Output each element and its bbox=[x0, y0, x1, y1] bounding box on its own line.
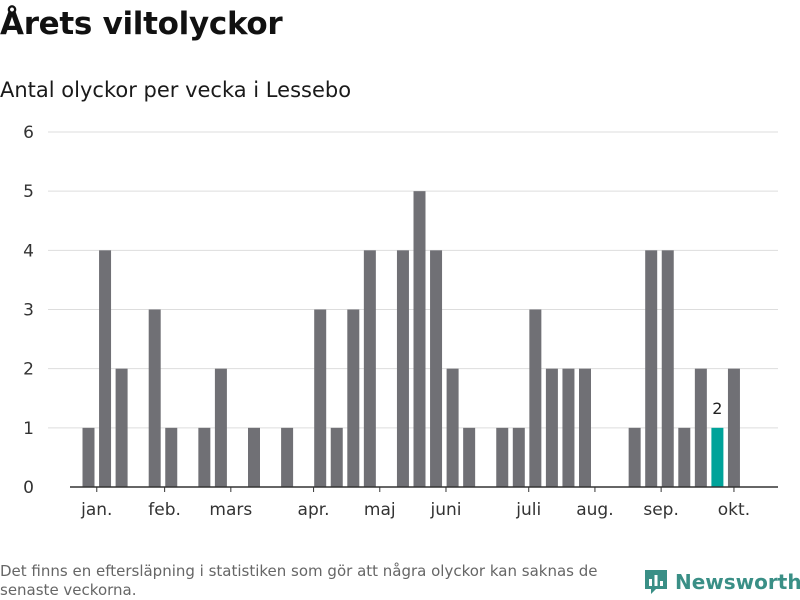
month-label: juli bbox=[515, 500, 541, 520]
bar-chart: 0 1 2 3 4 5 6 jan. feb. mars apr. maj juni juli aug. s… bbox=[23, 123, 778, 520]
bar bbox=[363, 250, 376, 487]
newsworthy-logo-icon bbox=[645, 570, 667, 594]
chart-subtitle: Antal olyckor per vecka i Lessebo bbox=[0, 78, 352, 102]
y-axis-tick-labels: 0 1 2 3 4 5 6 bbox=[23, 123, 34, 498]
bar bbox=[446, 368, 459, 487]
y-tick-label: 2 bbox=[23, 360, 34, 380]
bar bbox=[115, 368, 128, 487]
bar bbox=[330, 427, 343, 487]
month-label: mars bbox=[209, 500, 252, 520]
month-label: maj bbox=[364, 500, 396, 520]
bar bbox=[562, 368, 575, 487]
bar-highlight bbox=[711, 427, 724, 487]
y-tick-label: 6 bbox=[23, 123, 34, 143]
y-tick-label: 3 bbox=[23, 301, 34, 321]
bar bbox=[165, 427, 178, 487]
highlight-data-label: 2 bbox=[712, 399, 722, 418]
bar bbox=[661, 250, 674, 487]
data-labels: 2 bbox=[712, 399, 722, 418]
y-tick-label: 1 bbox=[23, 419, 34, 439]
bar bbox=[678, 427, 691, 487]
bar bbox=[413, 191, 426, 487]
bar bbox=[281, 427, 294, 487]
x-axis-month-labels: jan. feb. mars apr. maj juni juli aug. sep. okt. bbox=[80, 487, 750, 520]
brand-name: Newsworthy bbox=[675, 570, 800, 594]
month-label: okt. bbox=[718, 500, 750, 520]
bar bbox=[463, 427, 476, 487]
bar bbox=[579, 368, 591, 487]
month-label: apr. bbox=[298, 500, 330, 520]
y-tick-label: 5 bbox=[23, 182, 34, 202]
bar bbox=[314, 309, 327, 487]
bar bbox=[347, 309, 360, 487]
footnote: Det finns en eftersläpning i statistiken… bbox=[0, 562, 598, 599]
bar bbox=[148, 309, 161, 487]
newsworthy-brand: Newsworthy bbox=[643, 568, 800, 596]
bar bbox=[512, 427, 525, 487]
bar bbox=[198, 427, 211, 487]
bar bbox=[529, 309, 542, 487]
month-label: jan. bbox=[80, 500, 112, 520]
bar bbox=[628, 427, 641, 487]
y-tick-label: 4 bbox=[23, 241, 34, 261]
bar bbox=[430, 250, 443, 487]
bar bbox=[248, 427, 260, 487]
bars bbox=[82, 191, 740, 487]
bar bbox=[727, 368, 740, 487]
bar bbox=[99, 250, 112, 487]
bar bbox=[396, 250, 409, 487]
month-label: sep. bbox=[643, 500, 679, 520]
bar bbox=[545, 368, 558, 487]
chart-title: Årets viltolyckor bbox=[0, 6, 283, 42]
bar bbox=[694, 368, 707, 487]
bar bbox=[214, 368, 227, 487]
month-label: juni bbox=[429, 500, 461, 520]
bar bbox=[496, 427, 509, 487]
y-tick-label: 0 bbox=[23, 478, 34, 498]
bar bbox=[82, 427, 95, 487]
month-label: feb. bbox=[148, 500, 181, 520]
bar bbox=[645, 250, 658, 487]
month-label: aug. bbox=[576, 500, 613, 520]
